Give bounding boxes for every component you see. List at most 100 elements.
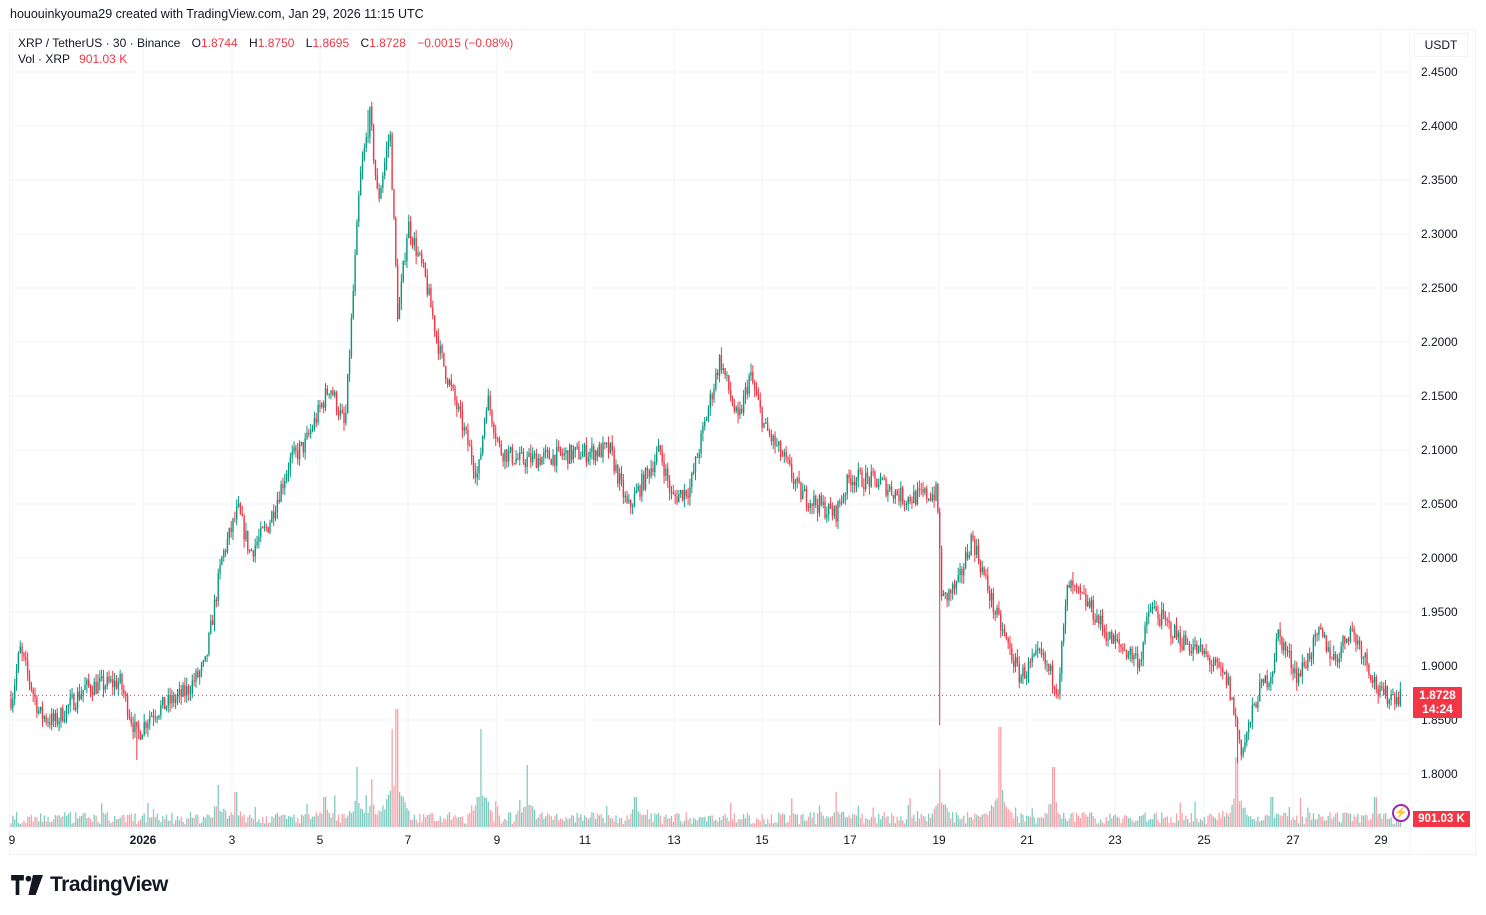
volume-bar bbox=[1050, 803, 1052, 827]
volume-bar bbox=[1053, 767, 1056, 827]
currency-selector[interactable]: USDT bbox=[1414, 33, 1468, 57]
time-tick-label: 9 bbox=[493, 833, 501, 847]
volume-bar bbox=[696, 820, 699, 827]
volume-bar bbox=[65, 815, 68, 827]
candle-body bbox=[171, 695, 173, 704]
volume-bar bbox=[942, 804, 945, 827]
candle-body bbox=[199, 671, 201, 677]
volume-bar bbox=[818, 805, 821, 827]
candle-body bbox=[1395, 697, 1398, 705]
volume-bar bbox=[1318, 813, 1320, 827]
volume-bar bbox=[524, 806, 526, 827]
volume-bar bbox=[968, 817, 970, 827]
candle-body bbox=[354, 255, 356, 292]
candle-body bbox=[532, 454, 534, 463]
candle-body bbox=[933, 494, 935, 501]
volume-bar bbox=[291, 817, 293, 827]
volume-bar bbox=[354, 800, 356, 827]
volume-bar bbox=[424, 817, 427, 827]
candle-body bbox=[554, 454, 556, 466]
volume-bar bbox=[84, 812, 86, 827]
volume-label[interactable]: Vol · XRP bbox=[18, 52, 70, 66]
volume-bar bbox=[1327, 815, 1329, 827]
volume-bar bbox=[1190, 813, 1192, 827]
candle-body bbox=[219, 564, 221, 574]
candle-body bbox=[1362, 657, 1365, 659]
time-tick-label: 21 bbox=[1020, 833, 1034, 847]
candle-body bbox=[1051, 665, 1054, 687]
volume-bar bbox=[293, 814, 295, 827]
price-tick-label: 2.2500 bbox=[1421, 281, 1458, 295]
volume-bar bbox=[1035, 823, 1037, 827]
candle-body bbox=[1360, 645, 1363, 659]
volume-bar bbox=[478, 796, 480, 827]
volume-bar bbox=[898, 820, 900, 827]
volume-bar bbox=[365, 795, 367, 827]
volume-bar bbox=[537, 817, 539, 827]
price-tick-label: 1.8000 bbox=[1421, 767, 1458, 781]
candle-body bbox=[132, 723, 134, 733]
candle-body bbox=[28, 673, 31, 684]
candle-body bbox=[256, 541, 258, 546]
candle-body bbox=[347, 374, 349, 413]
candle-body bbox=[356, 221, 358, 256]
volume-bar bbox=[759, 821, 761, 827]
candle-body bbox=[19, 646, 21, 654]
candle-body bbox=[1201, 644, 1204, 654]
volume-bar bbox=[1066, 821, 1069, 827]
volume-bar bbox=[1033, 817, 1035, 827]
volume-bar bbox=[197, 814, 199, 827]
volume-bar bbox=[323, 797, 325, 827]
volume-bar bbox=[54, 815, 57, 827]
candle-body bbox=[565, 450, 567, 454]
volume-bar bbox=[672, 821, 674, 827]
candle-body bbox=[352, 291, 354, 319]
candle-body bbox=[99, 677, 101, 682]
volume-bar bbox=[1322, 816, 1324, 827]
candle-body bbox=[585, 444, 588, 462]
volume-bar bbox=[1298, 823, 1300, 827]
candle-body bbox=[569, 445, 571, 464]
volume-bar bbox=[289, 816, 292, 827]
volume-bar bbox=[1211, 814, 1213, 827]
candle-body bbox=[415, 237, 417, 256]
volume-bar bbox=[102, 812, 105, 827]
candle-body bbox=[665, 468, 667, 476]
volume-bar bbox=[21, 822, 23, 827]
volume-bar bbox=[1064, 818, 1067, 827]
candle-body bbox=[402, 261, 404, 282]
volume-bar bbox=[487, 801, 489, 827]
volume-bar bbox=[241, 816, 243, 827]
candle-body bbox=[1131, 648, 1133, 660]
volume-bar bbox=[502, 821, 504, 827]
volume-bar bbox=[572, 815, 575, 827]
candle-body bbox=[737, 407, 739, 416]
candle-body bbox=[1142, 642, 1144, 660]
candle-body bbox=[927, 498, 930, 500]
lightning-alert-icon[interactable]: ⚡ bbox=[1392, 804, 1410, 822]
candle-body bbox=[983, 567, 985, 575]
candle-body bbox=[530, 452, 532, 463]
volume-bar bbox=[1009, 810, 1011, 827]
volume-bar bbox=[939, 769, 941, 827]
candle-body bbox=[382, 175, 384, 188]
candle-body bbox=[204, 656, 206, 661]
candle-body bbox=[482, 435, 484, 454]
volume-bar bbox=[872, 807, 874, 827]
symbol-label[interactable]: XRP / TetherUS · 30 · Binance bbox=[18, 36, 181, 50]
volume-bar bbox=[1098, 823, 1100, 827]
candle-body bbox=[433, 315, 436, 332]
volume-bar bbox=[421, 822, 423, 827]
volume-bar bbox=[1209, 813, 1211, 827]
candle-body bbox=[435, 331, 438, 337]
volume-bar bbox=[680, 820, 682, 827]
volume-bar bbox=[1392, 823, 1394, 827]
volume-bar bbox=[1316, 818, 1318, 827]
candle-body bbox=[328, 393, 330, 395]
candle-body bbox=[611, 442, 613, 451]
chart-legend: XRP / TetherUS · 30 · Binance O1.8744 H1… bbox=[18, 35, 513, 67]
candle-body bbox=[1046, 664, 1048, 666]
volume-bar bbox=[656, 814, 658, 827]
candle-body bbox=[511, 447, 514, 464]
